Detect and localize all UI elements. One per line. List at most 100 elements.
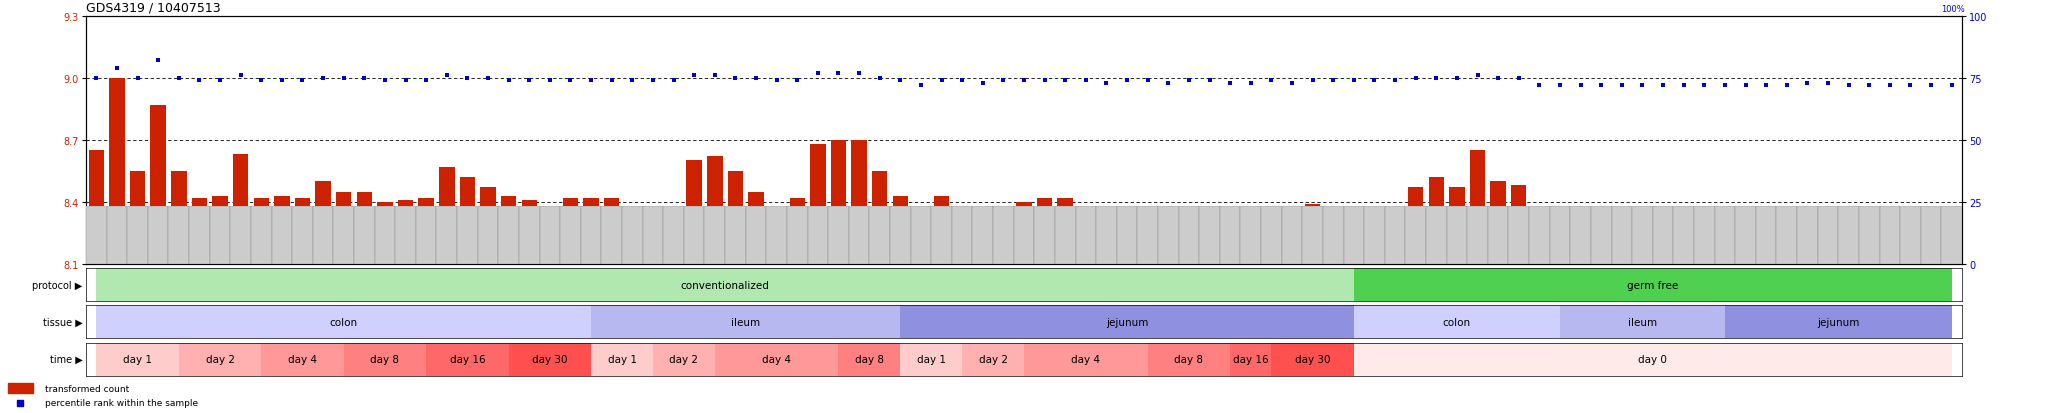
Point bbox=[307, 75, 340, 82]
Bar bbox=[1923, 244, 1939, 264]
Bar bbox=[293, 206, 313, 264]
Bar bbox=[1550, 206, 1571, 264]
Point bbox=[1399, 75, 1432, 82]
Bar bbox=[625, 206, 641, 264]
Bar bbox=[397, 200, 414, 264]
Bar bbox=[973, 206, 993, 264]
Bar bbox=[1055, 206, 1075, 264]
Bar bbox=[1552, 248, 1567, 264]
Bar bbox=[1221, 206, 1241, 264]
Bar bbox=[1530, 206, 1550, 264]
Bar bbox=[1386, 213, 1403, 264]
Text: day 16: day 16 bbox=[451, 354, 485, 364]
Bar bbox=[1632, 206, 1653, 264]
Point bbox=[946, 78, 979, 84]
Bar bbox=[1024, 343, 1147, 376]
Text: transformed count: transformed count bbox=[45, 384, 129, 393]
Bar bbox=[109, 78, 125, 264]
Bar bbox=[766, 206, 786, 264]
Bar bbox=[1800, 229, 1815, 264]
Bar bbox=[1735, 206, 1755, 264]
Bar bbox=[313, 206, 334, 264]
Bar bbox=[1057, 198, 1073, 264]
Bar bbox=[1739, 260, 1753, 264]
Bar bbox=[592, 306, 901, 339]
Text: day 30: day 30 bbox=[1294, 354, 1331, 364]
Bar bbox=[1366, 209, 1382, 264]
Bar bbox=[1714, 206, 1735, 264]
Text: jejunum: jejunum bbox=[1106, 317, 1149, 327]
Point bbox=[121, 75, 154, 82]
Bar bbox=[88, 151, 104, 264]
Bar bbox=[1036, 198, 1053, 264]
Bar bbox=[395, 206, 416, 264]
Bar bbox=[1470, 151, 1485, 264]
Point bbox=[780, 78, 813, 84]
Point bbox=[203, 78, 236, 84]
Bar bbox=[1284, 217, 1300, 264]
Bar bbox=[539, 206, 561, 264]
Bar bbox=[1903, 240, 1919, 264]
Bar bbox=[1724, 306, 1952, 339]
Bar bbox=[1364, 206, 1384, 264]
Bar bbox=[334, 206, 354, 264]
Bar bbox=[1776, 206, 1796, 264]
Point bbox=[1894, 83, 1927, 89]
Bar bbox=[1591, 206, 1612, 264]
Bar bbox=[1755, 206, 1776, 264]
Bar bbox=[1343, 206, 1364, 264]
Bar bbox=[295, 198, 309, 264]
Bar bbox=[561, 206, 582, 264]
Text: germ free: germ free bbox=[1626, 280, 1679, 290]
Bar bbox=[1405, 206, 1425, 264]
Point bbox=[1769, 83, 1802, 89]
Bar bbox=[1571, 206, 1591, 264]
Point bbox=[266, 78, 299, 84]
Bar bbox=[891, 206, 911, 264]
Bar bbox=[707, 157, 723, 264]
Point bbox=[492, 78, 524, 84]
Bar bbox=[1223, 217, 1237, 264]
Bar bbox=[106, 206, 127, 264]
Bar bbox=[602, 206, 623, 264]
Bar bbox=[786, 206, 807, 264]
Point bbox=[512, 78, 545, 84]
Bar bbox=[193, 198, 207, 264]
Bar bbox=[1796, 206, 1819, 264]
Point bbox=[1749, 83, 1782, 89]
Point bbox=[1358, 78, 1391, 84]
Point bbox=[1460, 73, 1493, 79]
Bar bbox=[1573, 244, 1589, 264]
Bar bbox=[1532, 258, 1546, 264]
Bar bbox=[1354, 343, 1952, 376]
Point bbox=[1194, 78, 1227, 84]
Point bbox=[430, 73, 463, 79]
Point bbox=[1812, 80, 1845, 87]
Point bbox=[1792, 80, 1825, 87]
Text: 100%: 100% bbox=[1942, 5, 1964, 14]
Text: day 1: day 1 bbox=[918, 354, 946, 364]
Bar bbox=[477, 206, 498, 264]
Bar bbox=[543, 213, 557, 264]
Text: GDS4319 / 10407513: GDS4319 / 10407513 bbox=[86, 1, 221, 14]
Point bbox=[821, 70, 854, 77]
Point bbox=[246, 78, 279, 84]
Bar bbox=[975, 221, 991, 264]
Bar bbox=[1231, 343, 1272, 376]
Bar bbox=[1614, 254, 1630, 264]
Bar bbox=[604, 198, 618, 264]
Bar bbox=[96, 343, 178, 376]
Bar bbox=[1137, 206, 1157, 264]
Bar bbox=[416, 206, 436, 264]
Point bbox=[287, 78, 319, 84]
Bar bbox=[1323, 206, 1343, 264]
Bar bbox=[1487, 206, 1509, 264]
Bar bbox=[1202, 209, 1217, 264]
Bar bbox=[1509, 206, 1530, 264]
Point bbox=[760, 78, 793, 84]
Bar bbox=[188, 206, 209, 264]
Point bbox=[182, 78, 215, 84]
Bar bbox=[147, 206, 168, 264]
Bar bbox=[852, 140, 866, 264]
Bar bbox=[86, 206, 106, 264]
